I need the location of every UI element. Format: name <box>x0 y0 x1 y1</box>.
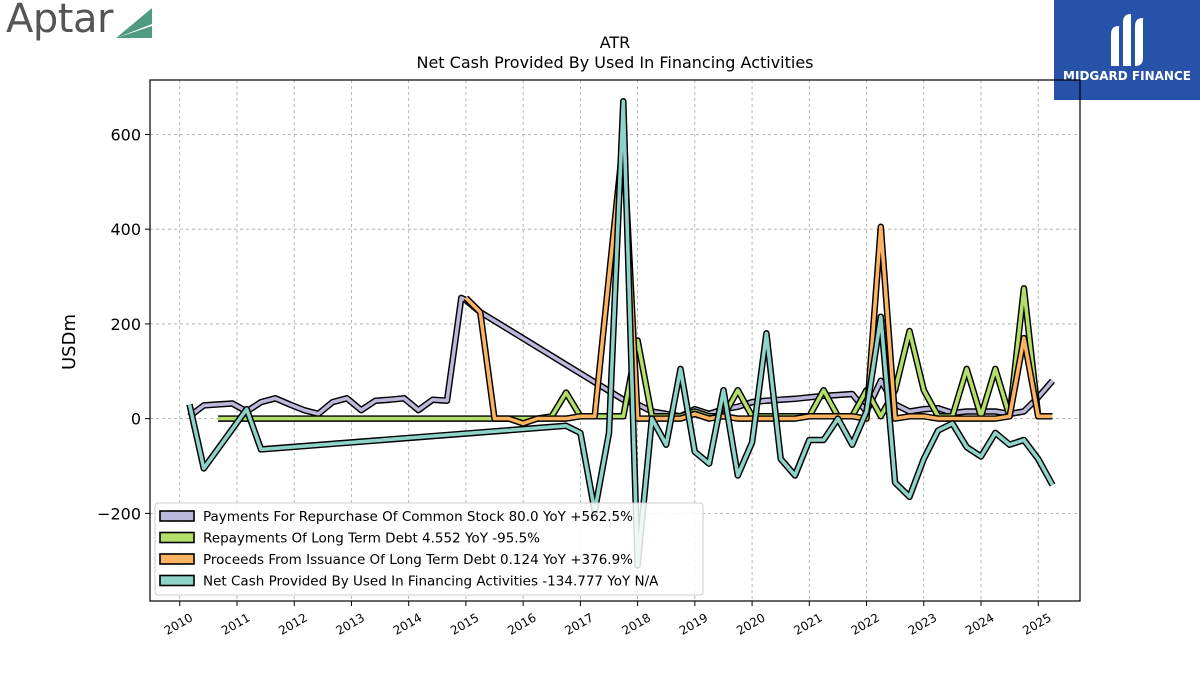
x-tick-label: 2016 <box>505 610 538 637</box>
x-tick-label: 2010 <box>162 610 195 637</box>
x-tick-label: 2018 <box>620 610 653 637</box>
plot-frame <box>149 79 1081 602</box>
x-tick-label: 2017 <box>562 610 595 637</box>
y-axis-label: USDm <box>59 314 80 370</box>
series-line <box>188 296 1054 419</box>
y-tick-label: 400 <box>110 220 141 239</box>
legend: Payments For Repurchase Of Common Stock … <box>154 502 704 596</box>
brand-name: MIDGARD FINANCE <box>1063 69 1191 83</box>
x-tick-label: 2013 <box>333 610 366 637</box>
legend-label: Net Cash Provided By Used In Financing A… <box>203 574 659 590</box>
legend-swatch <box>159 574 195 587</box>
company-logo: Aptar <box>6 0 113 42</box>
series-line <box>187 99 1055 568</box>
y-tick-label: 200 <box>110 315 141 334</box>
company-logo-mark <box>116 8 152 38</box>
legend-label: Payments For Repurchase Of Common Stock … <box>203 509 633 525</box>
legend-swatch <box>159 553 195 565</box>
series-line <box>464 137 1053 426</box>
x-tick-label: 2025 <box>1020 610 1053 637</box>
x-tick-label: 2015 <box>448 610 481 637</box>
y-tick-label: −200 <box>97 504 141 523</box>
x-tick-label: 2021 <box>791 610 824 637</box>
legend-box <box>154 502 704 596</box>
legend-swatch <box>159 510 195 522</box>
x-tick-label: 2023 <box>906 610 939 637</box>
y-tick-label: 600 <box>110 125 141 144</box>
legend-label: Proceeds From Issuance Of Long Term Debt… <box>203 552 633 568</box>
x-tick-label: 2012 <box>276 610 309 637</box>
brand-logo-mark-icon <box>1111 14 1143 66</box>
legend-swatch <box>159 531 195 544</box>
x-tick-label: 2022 <box>849 610 882 637</box>
brand-logo: MIDGARD FINANCE <box>1054 0 1200 100</box>
x-tick-label: 2020 <box>734 610 767 637</box>
x-tick-label: 2019 <box>677 610 710 637</box>
x-tick-label: 2014 <box>391 610 424 637</box>
x-tick-label: 2011 <box>219 610 252 637</box>
x-tick-label: 2024 <box>963 610 996 637</box>
chart-subtitle: Net Cash Provided By Used In Financing A… <box>416 53 813 72</box>
legend-label: Repayments Of Long Term Debt 4.552 YoY -… <box>203 531 540 547</box>
y-tick-label: 0 <box>131 410 141 429</box>
chart-title: ATR <box>600 33 631 52</box>
series-lines <box>186 98 1056 569</box>
